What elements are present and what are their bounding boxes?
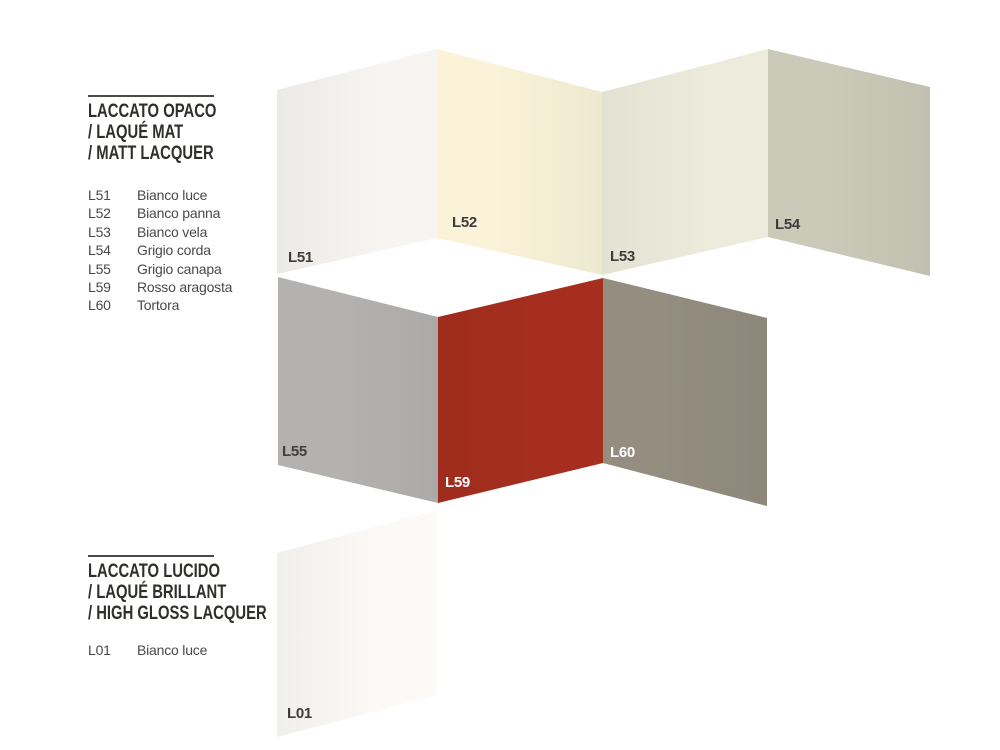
swatch-L01: L01 xyxy=(277,510,437,737)
swatch-L51: L51 xyxy=(277,49,437,274)
matt-color-list: L51 Bianco luce L52 Bianco panna L53 Bia… xyxy=(88,186,232,315)
color-name: Rosso aragosta xyxy=(137,279,233,296)
swatch-L54-label: L54 xyxy=(775,216,801,233)
color-list-item: L55 Grigio canapa xyxy=(88,260,232,278)
swatch-L55: L55 xyxy=(278,277,438,503)
color-code: L55 xyxy=(88,260,111,277)
heading-line: / HIGH GLOSS LACQUER xyxy=(88,603,267,624)
swatch-L60-label: L60 xyxy=(610,444,635,461)
swatch-shade xyxy=(278,277,438,503)
color-list-item: L51 Bianco luce xyxy=(88,186,232,204)
heading-line: / LAQUÉ MAT xyxy=(88,122,184,143)
color-code: L51 xyxy=(88,187,111,203)
swatch-L59: L59 xyxy=(438,278,603,503)
color-code: L60 xyxy=(88,297,111,314)
swatch-shade xyxy=(602,49,768,275)
swatch-shade xyxy=(603,278,767,506)
heading-line: LACCATO OPACO xyxy=(88,101,217,122)
section-matt-heading: LACCATO OPACO / LAQUÉ MAT / MATT LACQUER xyxy=(88,101,216,164)
swatch-L52-label: L52 xyxy=(452,214,477,231)
color-name: Bianco vela xyxy=(137,223,208,240)
color-list-item: L52 Bianco panna xyxy=(88,204,232,222)
swatch-L52: L52 xyxy=(437,49,602,275)
section-gloss-heading: LACCATO LUCIDO / LAQUÉ BRILLANT / HIGH G… xyxy=(88,561,267,624)
heading-line: / MATT LACQUER xyxy=(88,143,214,164)
heading-line: LACCATO LUCIDO xyxy=(88,561,221,582)
color-name: Grigio canapa xyxy=(137,260,222,277)
color-name: Bianco luce xyxy=(137,642,208,658)
section-matt-rule xyxy=(88,95,214,97)
color-code: L52 xyxy=(88,205,111,222)
heading-line: / LAQUÉ BRILLANT xyxy=(88,582,227,603)
color-code: L59 xyxy=(88,279,111,296)
swatch-shade xyxy=(768,49,930,276)
swatch-L59-label: L59 xyxy=(445,474,470,491)
swatch-L53: L53 xyxy=(602,49,768,275)
color-list-item: L59 Rosso aragosta xyxy=(88,278,232,296)
swatch-shade xyxy=(277,49,437,274)
color-code: L53 xyxy=(88,223,111,240)
color-code: L01 xyxy=(88,642,111,658)
color-list-item: L01 Bianco luce xyxy=(88,641,207,659)
swatch-shade xyxy=(437,49,602,275)
gloss-color-list: L01 Bianco luce xyxy=(88,641,207,659)
color-name: Grigio corda xyxy=(137,242,211,259)
swatch-L51-label: L51 xyxy=(288,249,313,266)
swatch-L01-label: L01 xyxy=(287,705,312,722)
section-gloss-rule xyxy=(88,555,214,557)
color-code: L54 xyxy=(88,242,111,259)
color-list-item: L54 Grigio corda xyxy=(88,241,232,259)
color-list-item: L53 Bianco vela xyxy=(88,223,232,241)
color-list-item: L60 Tortora xyxy=(88,296,232,314)
swatch-L60: L60 xyxy=(603,278,767,506)
swatch-L55-label: L55 xyxy=(282,443,307,460)
color-name: Bianco luce xyxy=(137,187,208,203)
swatch-L54: L54 xyxy=(768,49,930,276)
swatch-shade xyxy=(438,278,603,503)
color-name: Tortora xyxy=(137,297,180,314)
color-name: Bianco panna xyxy=(137,205,221,222)
swatch-shade xyxy=(277,510,437,737)
swatch-L53-label: L53 xyxy=(610,248,635,265)
